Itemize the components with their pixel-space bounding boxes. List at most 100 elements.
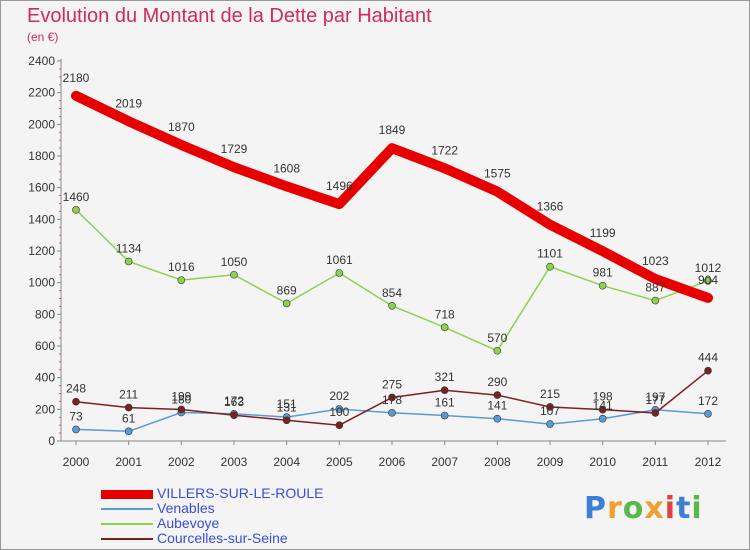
data-point [598,281,607,290]
data-point [230,411,238,419]
x-tick-label: 2003 [221,455,248,469]
data-label: 202 [329,389,349,403]
data-label: 444 [698,351,718,365]
data-point [704,276,712,285]
data-label: 854 [382,286,402,300]
logo-letter: x [644,491,665,526]
y-tick-label: 2200 [28,86,55,100]
data-label: 61 [122,411,136,425]
data-point [493,414,502,423]
legend-swatch [101,508,153,510]
x-tick-label: 2006 [379,455,406,469]
data-label: 100 [329,405,349,419]
x-tick-label: 2010 [589,455,616,469]
y-tick-label: 1000 [28,276,55,290]
data-point [388,409,396,417]
data-label: 197 [645,390,665,404]
data-label: 2180 [63,71,90,85]
data-point [72,206,80,214]
data-label: 141 [593,399,613,413]
x-tick-label: 2000 [63,455,90,469]
series-line [71,90,713,303]
data-label: 172 [698,394,718,408]
data-point [124,427,133,436]
data-label: 211 [119,388,138,402]
data-point [72,425,80,434]
legend-item: Venables [101,500,401,516]
data-label: 248 [66,382,86,396]
data-label: 1023 [642,254,669,268]
data-label: 869 [277,283,297,297]
data-label: 1134 [116,241,142,255]
data-label: 290 [487,375,507,389]
data-label: 904 [698,273,718,287]
y-tick-label: 800 [35,307,55,321]
x-tick-label: 2002 [168,455,195,469]
legend: VILLERS-SUR-LE-ROULE Venables Aubevoye Cour… [101,485,401,546]
data-point [546,420,554,428]
logo-letter: r [607,491,623,526]
x-tick-label: 2009 [537,455,564,469]
data-label: 1050 [221,255,248,269]
legend-label: VILLERS-SUR-LE-ROULE [157,485,324,501]
data-label: 570 [487,331,507,345]
legend-label: Courcelles-sur-Seine [157,530,288,546]
data-label: 1849 [379,123,406,137]
data-label: 131 [277,400,297,414]
data-label: 981 [593,266,613,280]
data-point [335,269,344,277]
data-label: 141 [487,399,507,413]
data-label: 215 [540,387,560,401]
data-label: 172 [224,394,244,408]
data-label: 1608 [273,161,300,175]
legend-swatch [101,538,153,540]
data-label: 1016 [168,260,195,274]
data-point [124,257,133,266]
legend-swatch [101,489,153,499]
x-tick-label: 2004 [273,455,300,469]
data-point [546,403,554,411]
data-label: 198 [593,390,613,404]
data-point [440,323,449,332]
data-point [440,411,449,420]
data-point [282,299,291,308]
data-point [388,393,396,402]
y-tick-label: 200 [35,402,55,416]
y-tick-label: 600 [35,339,55,353]
chart-title: Evolution du Montant de la Dette par Hab… [27,5,432,27]
y-tick-label: 400 [35,371,55,385]
data-point [598,405,607,414]
proxiti-logo: Proxiti [584,491,703,526]
data-point [493,391,502,399]
legend-label: Aubevoye [157,515,220,531]
logo-letter: i [664,491,677,526]
data-label: 107 [540,404,560,418]
data-label: 199 [171,389,191,403]
data-label: 1366 [537,200,564,214]
data-label: 2019 [115,96,142,110]
y-tick-label: 2000 [28,117,55,131]
x-tick-label: 2007 [431,455,458,469]
data-label: 151 [277,397,297,411]
y-tick-label: 1600 [28,181,55,195]
x-tick-label: 2001 [115,455,142,469]
logo-letter: t [676,491,692,526]
y-tick-label: 1800 [28,149,55,163]
data-label: 161 [435,396,455,410]
data-point [335,421,344,429]
legend-item: Courcelles-sur-Seine [101,530,401,546]
data-label: 887 [645,281,665,295]
x-tick-label: 2005 [326,455,353,469]
data-label: 1012 [695,261,722,275]
data-point [704,366,712,375]
data-point [72,397,80,406]
data-label: 275 [382,377,402,391]
data-label: 1575 [484,167,511,181]
data-point [388,301,396,310]
data-label: 1870 [168,120,195,134]
y-tick-label: 2400 [28,54,55,68]
x-tick-label: 2008 [484,455,511,469]
legend-label: Venables [157,500,215,516]
